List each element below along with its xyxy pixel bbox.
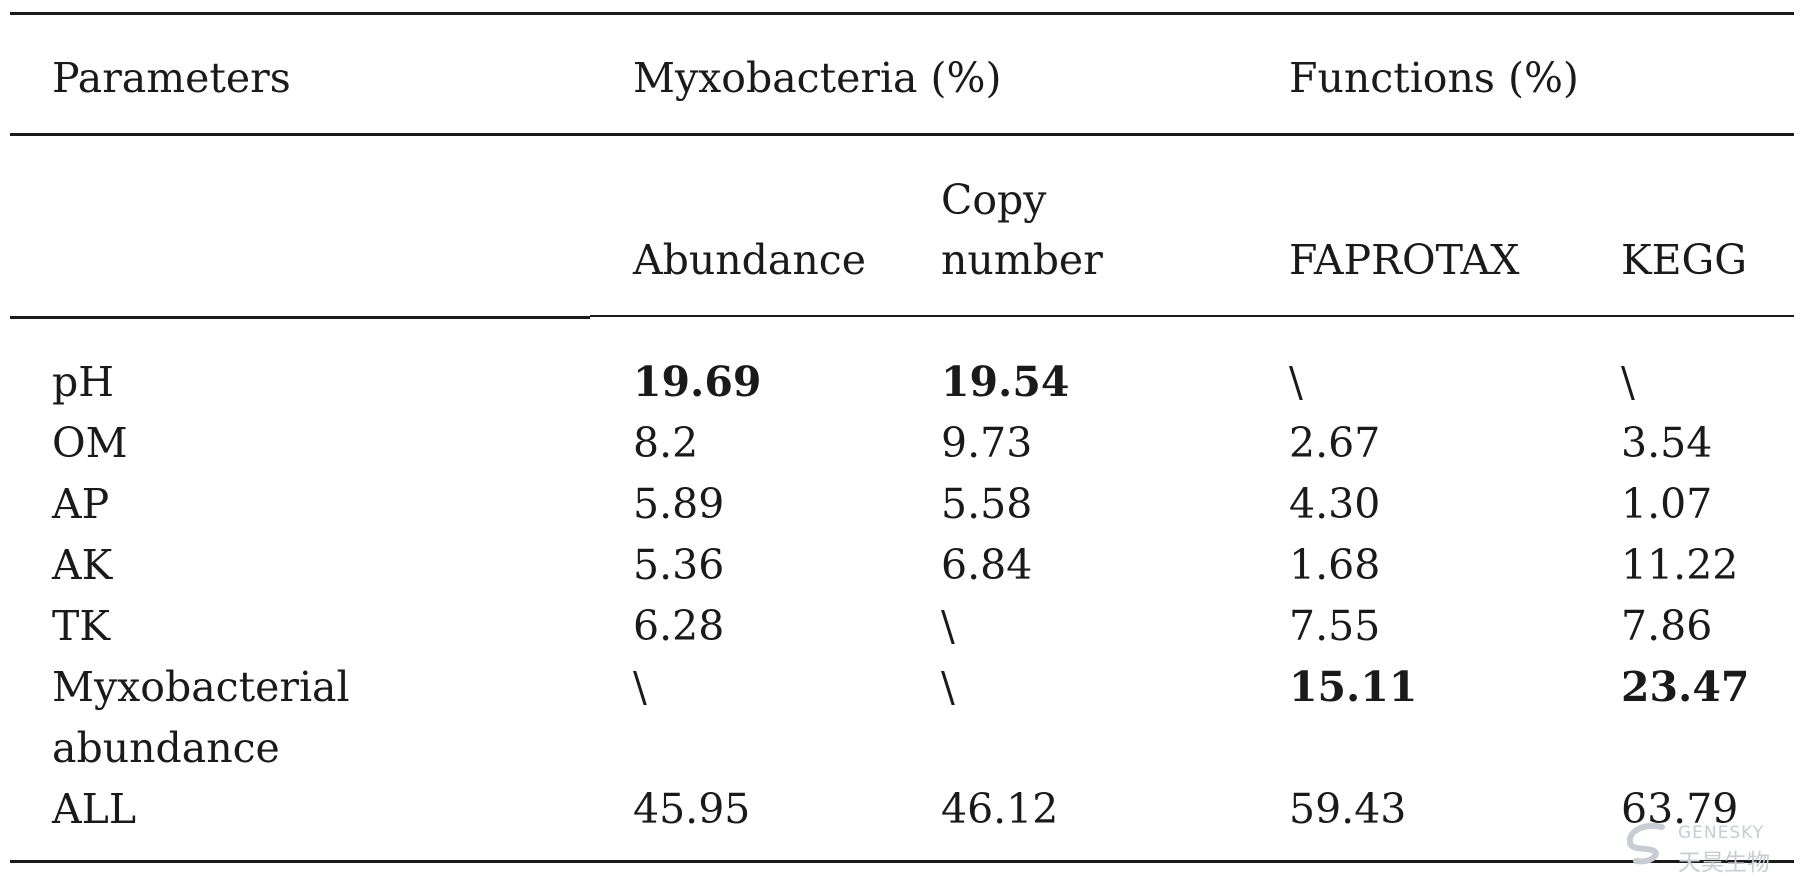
row-om-copy: 9.73 bbox=[941, 419, 1033, 467]
row-ap-abundance: 5.89 bbox=[633, 480, 725, 528]
table-bottom-rule bbox=[10, 860, 1794, 863]
row-all-kegg: 63.79 bbox=[1621, 785, 1739, 833]
subheader-rule-left bbox=[10, 316, 590, 319]
row-tk-kegg: 7.86 bbox=[1621, 602, 1713, 650]
row-tk-faprotax: 7.55 bbox=[1289, 602, 1381, 650]
row-om-abundance: 8.2 bbox=[633, 419, 699, 467]
subheader-kegg: KEGG bbox=[1621, 236, 1748, 284]
row-ap-copy: 5.58 bbox=[941, 480, 1033, 528]
row-all-faprotax: 59.43 bbox=[1289, 785, 1407, 833]
header-parameters: Parameters bbox=[52, 54, 291, 102]
row-ph-faprotax: \ bbox=[1289, 358, 1303, 406]
subheader-copy-line2: number bbox=[941, 236, 1103, 284]
row-all-param: ALL bbox=[52, 785, 137, 833]
row-tk-abundance: 6.28 bbox=[633, 602, 725, 650]
row-myxo-param: Myxobacterial bbox=[52, 663, 350, 711]
row-ph-param: pH bbox=[52, 358, 115, 406]
row-ak-abundance: 5.36 bbox=[633, 541, 725, 589]
row-myxo-param-line2: abundance bbox=[52, 724, 280, 772]
row-om-kegg: 3.54 bbox=[1621, 419, 1713, 467]
watermark-brand-cn: 天昊生物 bbox=[1678, 850, 1770, 876]
row-myxo-kegg: 23.47 bbox=[1621, 663, 1750, 711]
row-ap-kegg: 1.07 bbox=[1621, 480, 1713, 528]
header-myxobacteria: Myxobacteria (%) bbox=[633, 54, 1002, 102]
row-myxo-faprotax: 15.11 bbox=[1289, 663, 1418, 711]
row-ak-param: AK bbox=[52, 541, 113, 589]
subheader-rule-right bbox=[590, 315, 1794, 317]
table-top-rule bbox=[10, 12, 1794, 15]
row-ph-abundance: 19.69 bbox=[633, 358, 762, 406]
row-ap-faprotax: 4.30 bbox=[1289, 480, 1381, 528]
row-ph-kegg: \ bbox=[1621, 358, 1635, 406]
row-myxo-copy: \ bbox=[941, 663, 955, 711]
watermark-brand-en: GENESKY bbox=[1678, 823, 1765, 843]
row-ak-faprotax: 1.68 bbox=[1289, 541, 1381, 589]
subheader-faprotax: FAPROTAX bbox=[1289, 236, 1520, 284]
header-bottom-rule bbox=[10, 133, 1794, 136]
row-ap-param: AP bbox=[52, 480, 110, 528]
row-ph-copy: 19.54 bbox=[941, 358, 1070, 406]
row-ak-copy: 6.84 bbox=[941, 541, 1033, 589]
subheader-abundance: Abundance bbox=[633, 236, 866, 284]
row-ak-kegg: 11.22 bbox=[1621, 541, 1739, 589]
row-om-param: OM bbox=[52, 419, 128, 467]
genesky-watermark: GENESKY 天昊生物 bbox=[1622, 821, 1782, 876]
subheader-copy-line1: Copy bbox=[941, 176, 1047, 224]
header-functions: Functions (%) bbox=[1289, 54, 1579, 102]
genesky-logo-icon bbox=[1626, 823, 1665, 865]
row-myxo-abundance: \ bbox=[633, 663, 647, 711]
row-om-faprotax: 2.67 bbox=[1289, 419, 1381, 467]
row-tk-param: TK bbox=[52, 602, 110, 650]
row-all-copy: 46.12 bbox=[941, 785, 1059, 833]
row-tk-copy: \ bbox=[941, 602, 955, 650]
row-all-abundance: 45.95 bbox=[633, 785, 751, 833]
